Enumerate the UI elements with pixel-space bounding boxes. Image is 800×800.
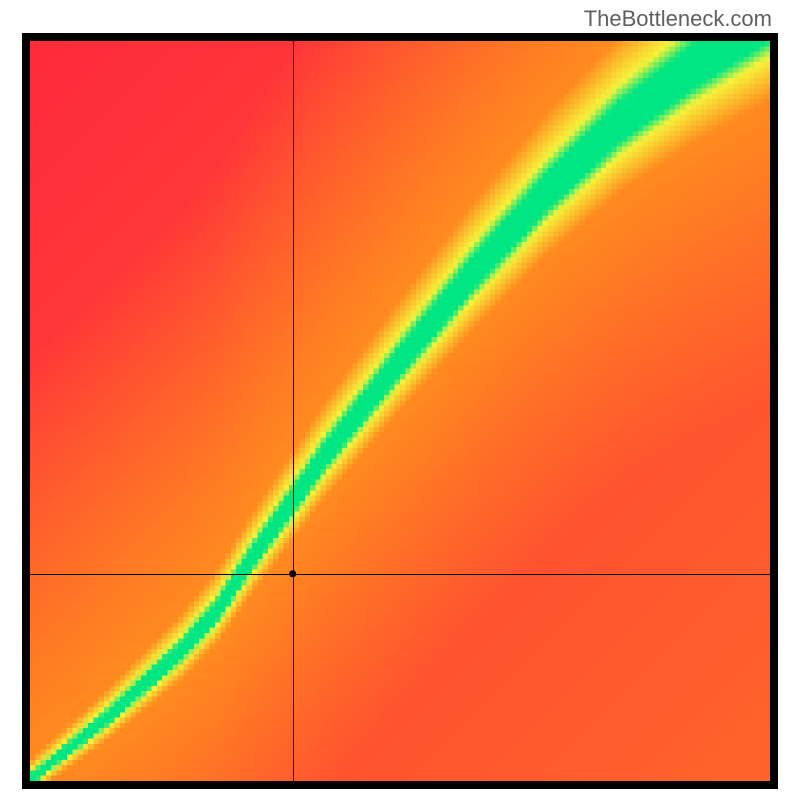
watermark-text: TheBottleneck.com bbox=[584, 6, 772, 32]
frame-border-left bbox=[22, 33, 30, 789]
frame-border-bottom bbox=[22, 781, 778, 789]
chart-container: { "watermark": "TheBottleneck.com", "lay… bbox=[0, 0, 800, 800]
crosshair-overlay bbox=[30, 41, 770, 781]
frame-border-right bbox=[770, 33, 778, 789]
frame-border-top bbox=[22, 33, 778, 41]
